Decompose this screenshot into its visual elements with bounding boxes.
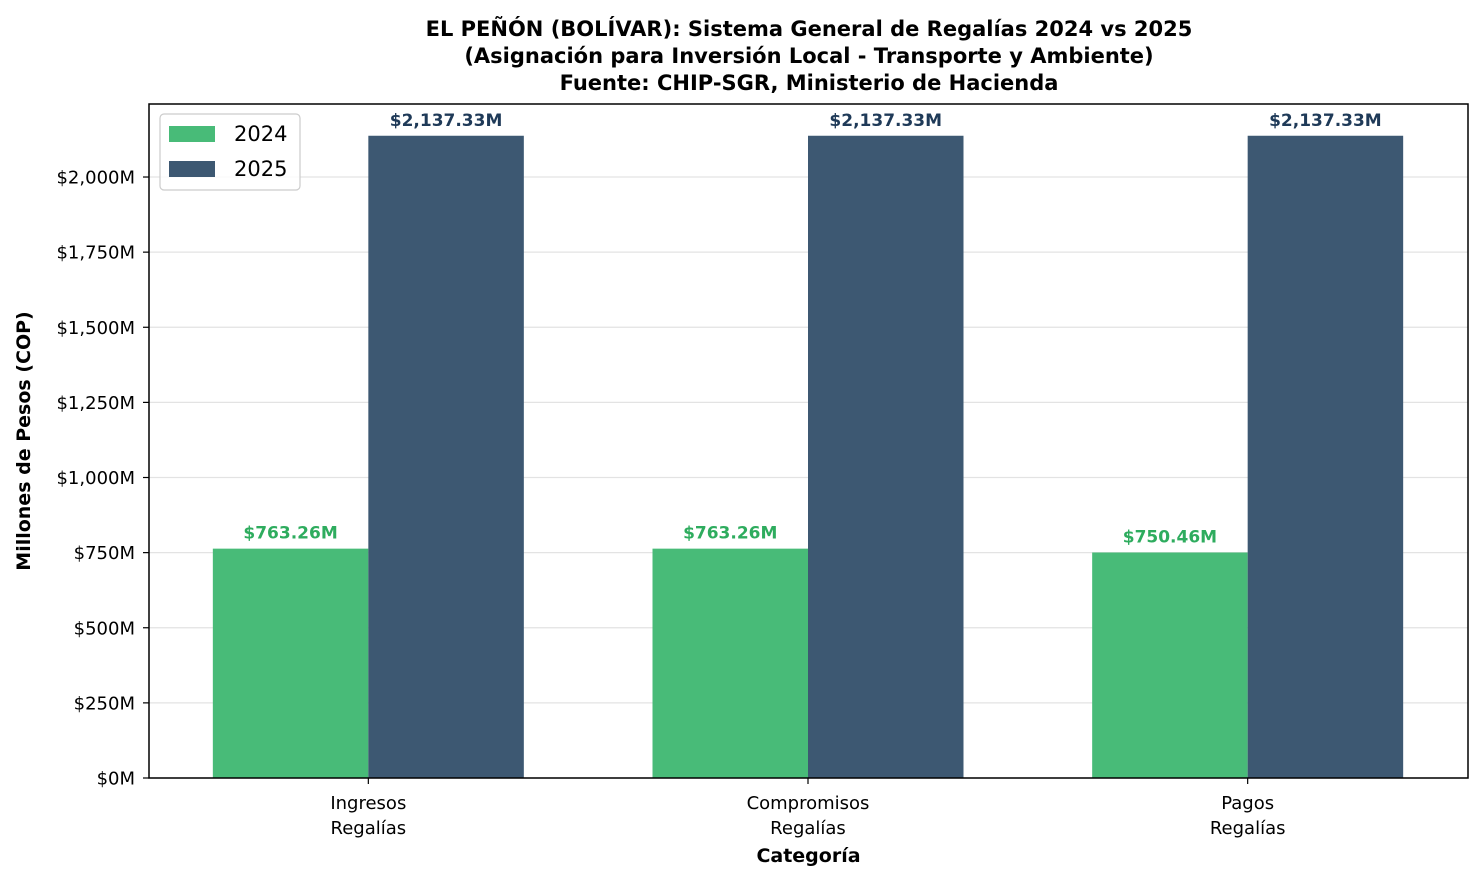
x-tick-label: Ingresos <box>330 793 406 814</box>
data-label-2025-2: $2,137.33M <box>1269 111 1382 131</box>
data-label-2025-1: $2,137.33M <box>829 111 942 131</box>
x-tick-label: Compromisos <box>747 793 870 814</box>
bar-2024-0 <box>212 548 369 778</box>
y-axis: $0M $250M $500M $750M $1,000M $1,250M $1,500M $… <box>56 168 149 790</box>
bar-2025-0 <box>368 135 524 779</box>
y-tick-label: $1,250M <box>56 393 135 414</box>
y-tick-label: $1,500M <box>56 318 135 339</box>
bar-2025-2 <box>1247 135 1404 779</box>
y-tick-label: $500M <box>74 618 135 639</box>
bars <box>212 135 1404 779</box>
chart-title: EL PEÑÓN (BOLÍVAR): Sistema General de R… <box>426 16 1193 95</box>
bar-2024-1 <box>652 548 808 778</box>
bar-2025-1 <box>808 135 964 779</box>
y-tick-label: $2,000M <box>56 168 135 189</box>
y-tick-label: $750M <box>74 543 135 564</box>
bar-2024-2 <box>1092 552 1248 778</box>
x-tick-label: Regalías <box>1210 818 1286 839</box>
x-tick-label: Pagos <box>1221 793 1274 814</box>
data-label-2024-1: $763.26M <box>683 524 777 544</box>
x-axis: Ingresos Regalías Compromisos Regalías Pagos… <box>330 778 1285 839</box>
y-tick-label: $0M <box>97 769 135 790</box>
data-label-2024-0: $763.26M <box>243 524 337 544</box>
x-tick-label: Regalías <box>770 818 846 839</box>
legend-swatch-2025 <box>169 161 215 177</box>
legend: 2024 2025 <box>159 113 301 191</box>
legend-label-2024: 2024 <box>234 122 287 146</box>
x-tick-label: Regalías <box>331 818 407 839</box>
legend-label-2025: 2025 <box>234 157 287 181</box>
legend-swatch-2024 <box>169 126 215 142</box>
data-labels: $763.26M $2,137.33M $763.26M $2,137.33M $750… <box>243 111 1381 548</box>
data-label-2025-0: $2,137.33M <box>390 111 503 131</box>
data-label-2024-2: $750.46M <box>1123 527 1217 547</box>
y-tick-label: $1,750M <box>56 243 135 264</box>
chart-title-line-3: Fuente: CHIP-SGR, Ministerio de Hacienda <box>560 71 1059 95</box>
y-tick-label: $250M <box>74 693 135 714</box>
chart-title-line-2: (Asignación para Inversión Local - Trans… <box>464 44 1153 68</box>
y-axis-title: Millones de Pesos (COP) <box>13 311 35 570</box>
chart-title-line-1: EL PEÑÓN (BOLÍVAR): Sistema General de R… <box>426 16 1193 41</box>
y-tick-label: $1,000M <box>56 468 135 489</box>
x-axis-title: Categoría <box>756 845 860 867</box>
